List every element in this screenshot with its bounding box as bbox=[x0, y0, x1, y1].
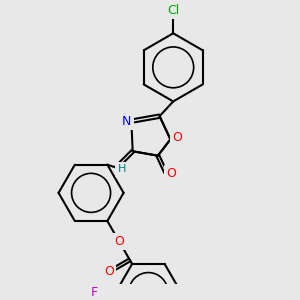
Text: Cl: Cl bbox=[167, 4, 179, 16]
Text: F: F bbox=[91, 286, 98, 298]
Text: O: O bbox=[104, 265, 114, 278]
Text: N: N bbox=[122, 115, 131, 128]
Text: O: O bbox=[167, 167, 176, 180]
Text: H: H bbox=[118, 164, 126, 174]
Text: O: O bbox=[114, 235, 124, 248]
Text: O: O bbox=[172, 131, 182, 144]
